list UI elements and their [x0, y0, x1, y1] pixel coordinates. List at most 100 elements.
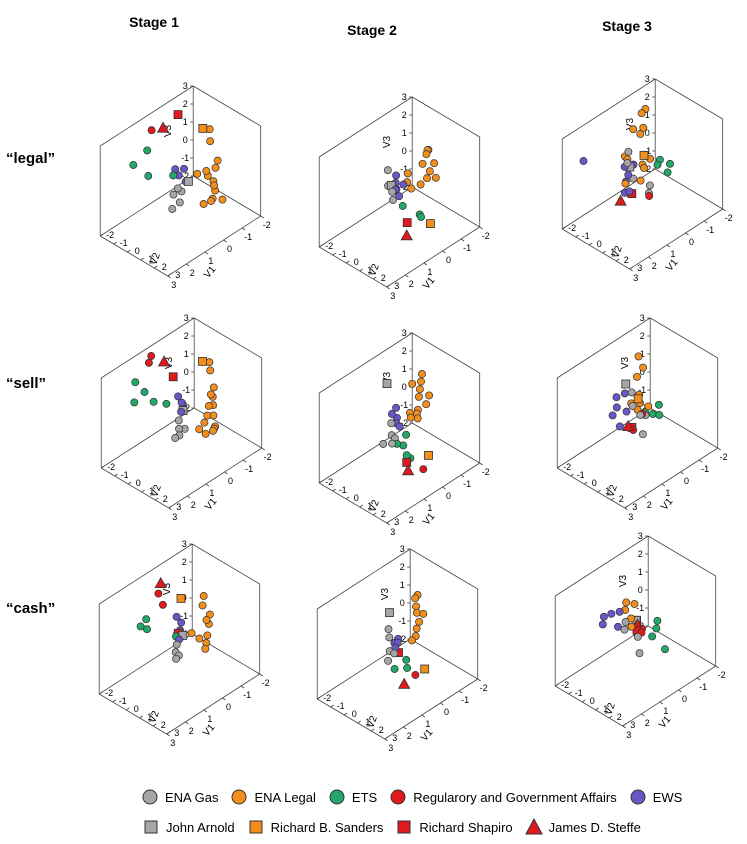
tick-label-v1: 2 [407, 731, 412, 741]
data-point [607, 609, 616, 618]
axis-label-v3: V3 [618, 574, 629, 587]
tick-label-v3: 1 [638, 567, 643, 577]
tick-label-v1: -1 [243, 690, 251, 700]
box-edge [99, 85, 194, 147]
tick-label-v1: 3 [390, 291, 395, 301]
tick-mark [666, 244, 671, 248]
data-point [390, 665, 399, 673]
data-point [201, 429, 210, 438]
tick-mark [343, 712, 348, 716]
data-point [422, 400, 431, 409]
tick-label-v1: -1 [245, 464, 253, 474]
tick-label-v2: 0 [136, 478, 141, 488]
data-point [131, 378, 140, 387]
tick-label-v3: 3 [402, 328, 407, 338]
tick-label-v2: -1 [120, 238, 128, 248]
data-point [425, 391, 434, 400]
box-edge [409, 548, 478, 590]
data-point [388, 439, 396, 448]
tick-label-v1: -2 [725, 213, 733, 223]
legend-swatch [142, 789, 158, 805]
tick-label-v1: 1 [427, 267, 432, 277]
tick-mark [680, 471, 684, 475]
tick-label-v2: 2 [624, 255, 629, 265]
box-edge [167, 215, 261, 277]
tick-mark [99, 233, 104, 237]
tick-mark [615, 258, 620, 262]
tick-label-v3: 2 [645, 92, 650, 102]
tick-mark [100, 465, 105, 469]
tick-mark [629, 268, 633, 272]
data-point [416, 180, 425, 189]
tick-label-v3: 3 [640, 313, 645, 323]
box-edge [318, 332, 413, 394]
tick-label-v3: 3 [183, 81, 188, 91]
tick-mark [345, 496, 350, 500]
tick-label-v3: -1 [398, 616, 406, 626]
tick-label-v3: 2 [400, 562, 405, 572]
data-point [387, 410, 396, 418]
tick-mark [98, 691, 103, 695]
tick-label-v2: 0 [592, 478, 597, 488]
tick-label-v1: 1 [670, 249, 675, 259]
legend-item: ENA Gas [141, 788, 218, 806]
data-point [211, 163, 220, 172]
tick-mark [610, 497, 615, 501]
tick-label-v3: 2 [638, 549, 643, 559]
tick-mark [166, 733, 170, 737]
data-point [385, 633, 394, 642]
box-edge [411, 332, 480, 374]
axis-label-v1: V1 [202, 264, 219, 281]
data-point-square [402, 218, 412, 228]
tick-mark [370, 728, 375, 732]
axis-label-v2: V2 [367, 262, 382, 278]
data-point [392, 171, 401, 180]
data-point [412, 608, 421, 617]
tick-mark [581, 699, 586, 703]
tick-label-v3: 0 [183, 135, 188, 145]
legend-swatch [397, 820, 411, 834]
tick-mark [152, 723, 157, 727]
data-point [653, 616, 662, 625]
tick-label-v1: 3 [633, 273, 638, 283]
box-edge [554, 535, 649, 597]
data-point [209, 426, 217, 435]
tick-mark [141, 489, 145, 493]
data-point [210, 181, 219, 190]
tick-label-v2: -2 [107, 462, 115, 472]
box-edge [411, 186, 480, 228]
legend-swatch [329, 789, 345, 805]
data-point [384, 656, 393, 665]
tick-mark [260, 215, 264, 219]
tick-label-v1: -1 [699, 682, 707, 692]
tick-mark [624, 505, 628, 509]
data-point [661, 645, 669, 654]
data-point [414, 392, 423, 401]
data-point [172, 640, 181, 649]
tick-mark [154, 497, 159, 501]
tick-mark [561, 226, 566, 230]
tick-label-v2: -2 [563, 462, 571, 472]
tick-mark [442, 250, 446, 254]
data-point [206, 390, 215, 399]
data-point [173, 184, 182, 193]
tick-label-v3: 2 [402, 110, 407, 120]
data-point [408, 636, 416, 645]
box-edge [166, 673, 260, 735]
tick-mark [703, 220, 708, 224]
box-edge [316, 548, 411, 610]
axis-label-v1: V1 [421, 511, 438, 528]
tick-mark [608, 715, 613, 719]
data-point-square [420, 664, 430, 674]
tick-label-v1: -1 [701, 464, 709, 474]
tick-mark [203, 709, 208, 713]
box-edge [561, 228, 630, 270]
data-point [415, 385, 424, 394]
tick-label-v1: 1 [209, 488, 214, 498]
data-point [402, 655, 411, 664]
data-point-square [424, 450, 433, 460]
data-point-square [198, 356, 207, 366]
tick-label-v2: 3 [174, 728, 179, 738]
data-point-triangle [614, 194, 627, 206]
